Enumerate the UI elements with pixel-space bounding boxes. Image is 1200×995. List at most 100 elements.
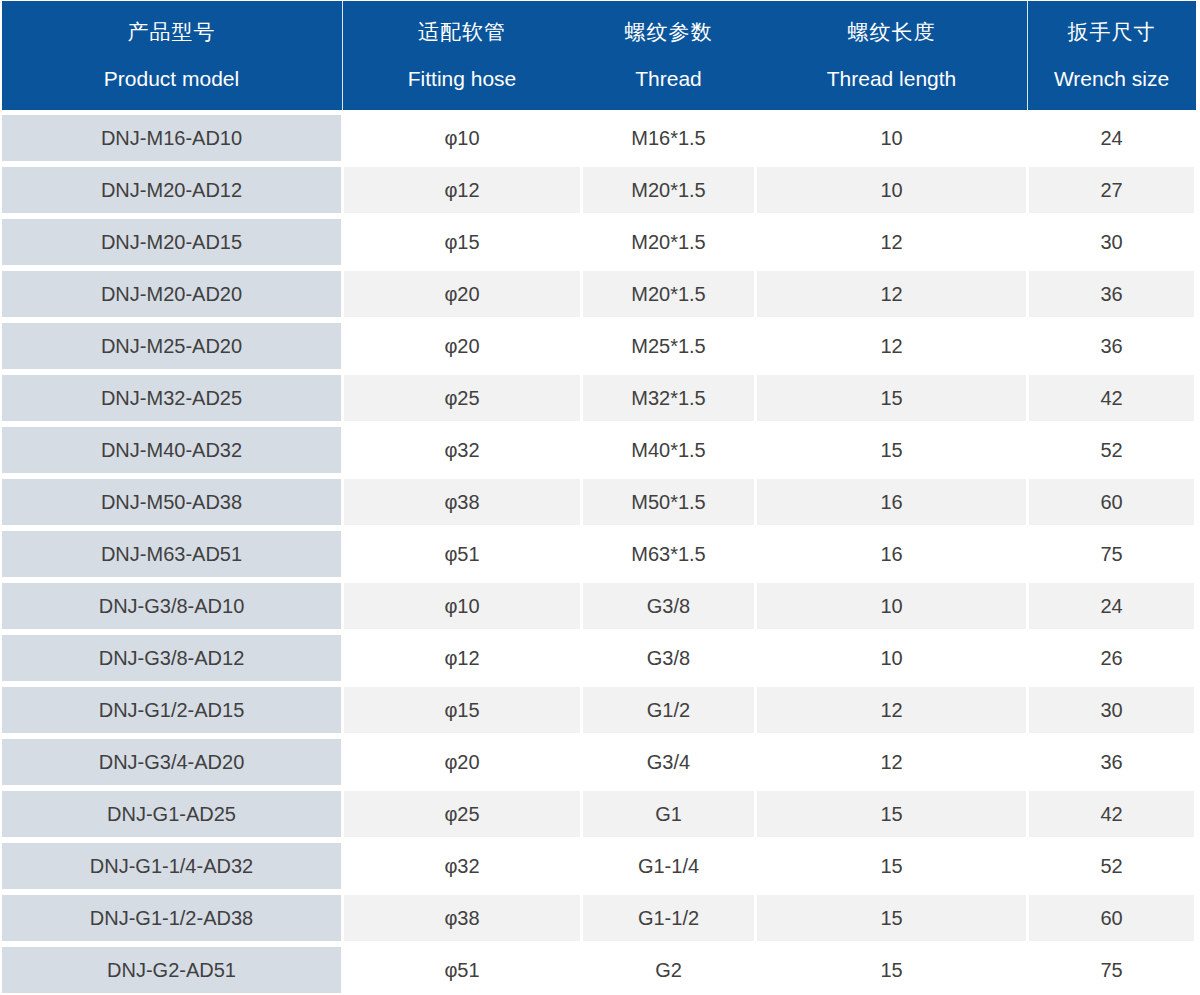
header-label-en: Wrench size bbox=[1054, 67, 1169, 91]
cell-thread-length: 15 bbox=[757, 791, 1026, 837]
header-cell-thread: 螺纹参数 Thread bbox=[583, 1, 754, 110]
cell-thread-length: 10 bbox=[757, 583, 1026, 629]
cell-fitting-hose: φ10 bbox=[344, 115, 580, 161]
cell-fitting-hose: φ25 bbox=[344, 791, 580, 837]
cell-wrench-size: 36 bbox=[1029, 323, 1194, 369]
cell-wrench-size: 30 bbox=[1029, 219, 1194, 265]
cell-fitting-hose: φ20 bbox=[344, 739, 580, 785]
cell-fitting-hose: φ25 bbox=[344, 375, 580, 421]
cell-wrench-size: 60 bbox=[1029, 895, 1194, 941]
header-label-zh: 产品型号 bbox=[128, 18, 216, 46]
header-label-zh: 适配软管 bbox=[418, 18, 506, 46]
cell-thread-length: 16 bbox=[757, 479, 1026, 525]
cell-thread-length: 12 bbox=[757, 739, 1026, 785]
cell-thread-length: 12 bbox=[757, 323, 1026, 369]
cell-product-model: DNJ-G1-AD25 bbox=[2, 791, 341, 837]
table-row: DNJ-G3/8-AD12 φ12 G3/8 10 26 bbox=[2, 635, 1196, 681]
header-separator bbox=[1027, 1, 1028, 110]
cell-thread: M20*1.5 bbox=[583, 219, 754, 265]
cell-product-model: DNJ-G2-AD51 bbox=[2, 947, 341, 993]
cell-fitting-hose: φ20 bbox=[344, 271, 580, 317]
cell-product-model: DNJ-M63-AD51 bbox=[2, 531, 341, 577]
cell-thread: G1-1/2 bbox=[583, 895, 754, 941]
cell-wrench-size: 60 bbox=[1029, 479, 1194, 525]
cell-thread: G3/8 bbox=[583, 583, 754, 629]
table-row: DNJ-M20-AD12 φ12 M20*1.5 10 27 bbox=[2, 167, 1196, 213]
cell-thread: G2 bbox=[583, 947, 754, 993]
header-label-zh: 螺纹参数 bbox=[625, 18, 713, 46]
header-label-zh: 螺纹长度 bbox=[848, 18, 936, 46]
header-label-zh: 扳手尺寸 bbox=[1068, 18, 1156, 46]
cell-thread-length: 12 bbox=[757, 687, 1026, 733]
header-label-en: Thread bbox=[635, 67, 702, 91]
cell-product-model: DNJ-M40-AD32 bbox=[2, 427, 341, 473]
table-row: DNJ-M20-AD20 φ20 M20*1.5 12 36 bbox=[2, 271, 1196, 317]
cell-wrench-size: 36 bbox=[1029, 271, 1194, 317]
table-row: DNJ-G1-AD25 φ25 G1 15 42 bbox=[2, 791, 1196, 837]
cell-product-model: DNJ-G1-1/2-AD38 bbox=[2, 895, 341, 941]
cell-thread-length: 16 bbox=[757, 531, 1026, 577]
cell-thread: G3/8 bbox=[583, 635, 754, 681]
cell-fitting-hose: φ32 bbox=[344, 427, 580, 473]
cell-wrench-size: 24 bbox=[1029, 115, 1194, 161]
cell-thread-length: 10 bbox=[757, 115, 1026, 161]
header-label-en: Fitting hose bbox=[408, 67, 517, 91]
cell-product-model: DNJ-M16-AD10 bbox=[2, 115, 341, 161]
cell-fitting-hose: φ15 bbox=[344, 219, 580, 265]
cell-thread: M32*1.5 bbox=[583, 375, 754, 421]
header-cell-wrench-size: 扳手尺寸 Wrench size bbox=[1029, 1, 1194, 110]
table-body: DNJ-M16-AD10 φ10 M16*1.5 10 24 DNJ-M20-A… bbox=[2, 115, 1196, 993]
cell-thread-length: 15 bbox=[757, 947, 1026, 993]
cell-wrench-size: 42 bbox=[1029, 375, 1194, 421]
cell-wrench-size: 36 bbox=[1029, 739, 1194, 785]
cell-thread: M25*1.5 bbox=[583, 323, 754, 369]
cell-fitting-hose: φ12 bbox=[344, 635, 580, 681]
table-row: DNJ-G3/4-AD20 φ20 G3/4 12 36 bbox=[2, 739, 1196, 785]
cell-product-model: DNJ-G3/8-AD10 bbox=[2, 583, 341, 629]
cell-wrench-size: 52 bbox=[1029, 843, 1194, 889]
cell-wrench-size: 75 bbox=[1029, 531, 1194, 577]
table-row: DNJ-G2-AD51 φ51 G2 15 75 bbox=[2, 947, 1196, 993]
cell-thread-length: 12 bbox=[757, 219, 1026, 265]
table-row: DNJ-M63-AD51 φ51 M63*1.5 16 75 bbox=[2, 531, 1196, 577]
cell-product-model: DNJ-G1/2-AD15 bbox=[2, 687, 341, 733]
cell-fitting-hose: φ32 bbox=[344, 843, 580, 889]
cell-fitting-hose: φ10 bbox=[344, 583, 580, 629]
cell-product-model: DNJ-M20-AD20 bbox=[2, 271, 341, 317]
cell-product-model: DNJ-G3/4-AD20 bbox=[2, 739, 341, 785]
cell-product-model: DNJ-M20-AD15 bbox=[2, 219, 341, 265]
cell-fitting-hose: φ20 bbox=[344, 323, 580, 369]
cell-thread: M16*1.5 bbox=[583, 115, 754, 161]
cell-wrench-size: 30 bbox=[1029, 687, 1194, 733]
table-row: DNJ-M32-AD25 φ25 M32*1.5 15 42 bbox=[2, 375, 1196, 421]
cell-product-model: DNJ-G3/8-AD12 bbox=[2, 635, 341, 681]
cell-thread-length: 15 bbox=[757, 895, 1026, 941]
cell-product-model: DNJ-M50-AD38 bbox=[2, 479, 341, 525]
cell-thread-length: 15 bbox=[757, 843, 1026, 889]
cell-thread: M40*1.5 bbox=[583, 427, 754, 473]
cell-fitting-hose: φ15 bbox=[344, 687, 580, 733]
header-separator bbox=[342, 1, 343, 110]
table-row: DNJ-M25-AD20 φ20 M25*1.5 12 36 bbox=[2, 323, 1196, 369]
cell-wrench-size: 24 bbox=[1029, 583, 1194, 629]
cell-wrench-size: 27 bbox=[1029, 167, 1194, 213]
table-row: DNJ-G1-1/2-AD38 φ38 G1-1/2 15 60 bbox=[2, 895, 1196, 941]
cell-thread: M63*1.5 bbox=[583, 531, 754, 577]
cell-thread-length: 10 bbox=[757, 167, 1026, 213]
cell-fitting-hose: φ51 bbox=[344, 531, 580, 577]
header-cell-thread-length: 螺纹长度 Thread length bbox=[757, 1, 1026, 110]
cell-product-model: DNJ-M25-AD20 bbox=[2, 323, 341, 369]
cell-thread-length: 10 bbox=[757, 635, 1026, 681]
cell-wrench-size: 75 bbox=[1029, 947, 1194, 993]
header-cell-fitting-hose: 适配软管 Fitting hose bbox=[344, 1, 580, 110]
cell-thread: G3/4 bbox=[583, 739, 754, 785]
cell-fitting-hose: φ38 bbox=[344, 479, 580, 525]
table-row: DNJ-M16-AD10 φ10 M16*1.5 10 24 bbox=[2, 115, 1196, 161]
cell-product-model: DNJ-M32-AD25 bbox=[2, 375, 341, 421]
cell-fitting-hose: φ38 bbox=[344, 895, 580, 941]
table-row: DNJ-M20-AD15 φ15 M20*1.5 12 30 bbox=[2, 219, 1196, 265]
cell-wrench-size: 42 bbox=[1029, 791, 1194, 837]
cell-thread-length: 12 bbox=[757, 271, 1026, 317]
table-row: DNJ-G1/2-AD15 φ15 G1/2 12 30 bbox=[2, 687, 1196, 733]
product-spec-table: 产品型号 Product model 适配软管 Fitting hose 螺纹参… bbox=[2, 1, 1196, 993]
